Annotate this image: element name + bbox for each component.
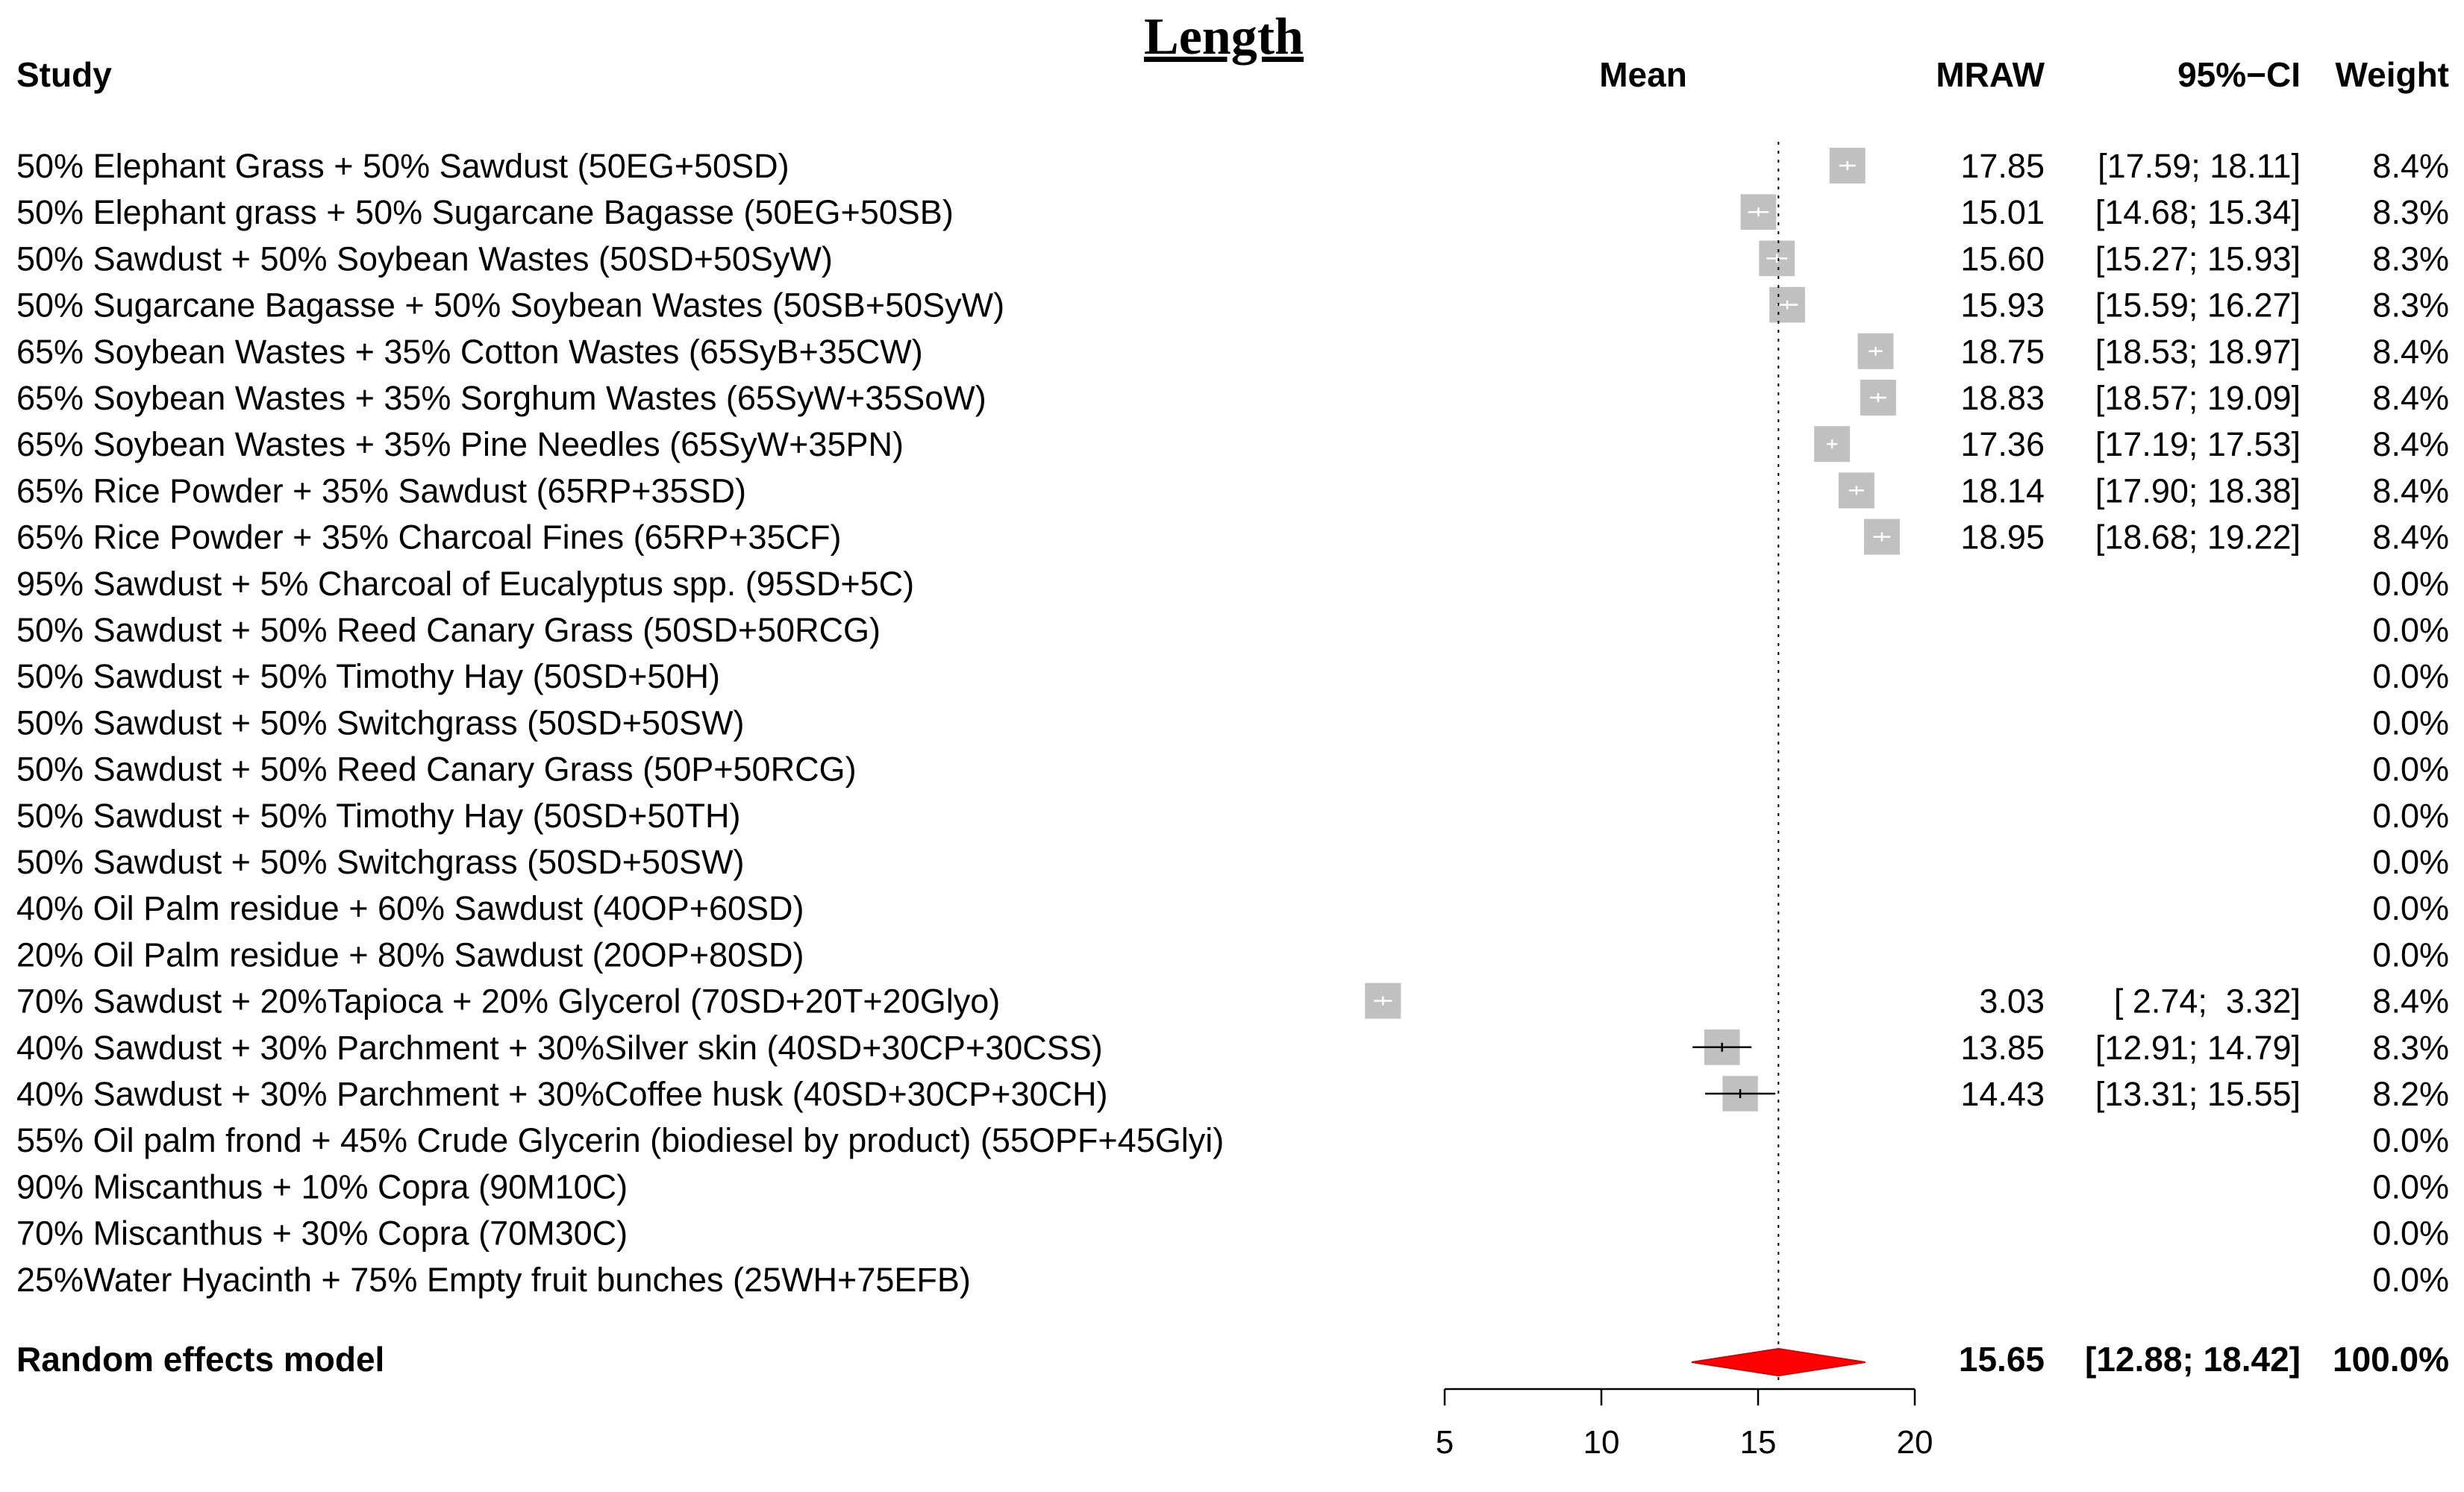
study-ci: [17.90; 18.38] (2095, 471, 2301, 510)
study-label: 50% Sawdust + 50% Reed Canary Grass (50S… (16, 611, 881, 649)
study-weight: 8.2% (2372, 1075, 2449, 1113)
study-mraw: 3.03 (1979, 982, 2045, 1021)
pooled-mraw: 15.65 (1959, 1340, 2045, 1379)
chart-title: Length (1144, 8, 1304, 66)
study-label: 50% Sawdust + 50% Switchgrass (50SD+50SW… (16, 843, 744, 881)
study-label: 90% Miscanthus + 10% Copra (90M10C) (16, 1167, 628, 1206)
pooled-weight: 100.0% (2333, 1340, 2449, 1379)
study-mraw: 18.14 (1960, 471, 2045, 510)
x-axis: 5 10 15 20 (1436, 1388, 1933, 1461)
study-label: 50% Sawdust + 50% Timothy Hay (50SD+50H) (16, 657, 720, 695)
pooled-ci: [12.88; 18.42] (2085, 1340, 2301, 1379)
study-weight: 0.0% (2372, 565, 2449, 603)
study-ci: [18.68; 19.22] (2095, 518, 2301, 557)
study-weight: 0.0% (2372, 1121, 2449, 1159)
study-weight: 0.0% (2372, 657, 2449, 695)
study-marks (1365, 148, 1900, 1112)
study-label: 50% Elephant grass + 50% Sugarcane Bagas… (16, 193, 954, 231)
study-weight: 8.4% (2372, 379, 2449, 417)
study-label: 25%Water Hyacinth + 75% Empty fruit bunc… (16, 1261, 971, 1299)
study-ci: [17.19; 17.53] (2095, 425, 2301, 463)
header-mean: Mean (1599, 55, 1687, 94)
study-label: 50% Sawdust + 50% Soybean Wastes (50SD+5… (16, 239, 833, 278)
study-mraw: 18.95 (1960, 518, 2045, 557)
study-label: 95% Sawdust + 5% Charcoal of Eucalyptus … (16, 565, 914, 603)
header-ci: 95%−CI (2177, 55, 2301, 94)
study-label: 65% Soybean Wastes + 35% Cotton Wastes (… (16, 333, 923, 371)
study-ci: [18.57; 19.09] (2095, 379, 2301, 417)
study-weight: 0.0% (2372, 1214, 2449, 1253)
study-weight: 0.0% (2372, 1167, 2449, 1206)
study-mraw: 17.85 (1960, 147, 2045, 185)
x-tick-label: 10 (1583, 1424, 1620, 1461)
study-mraw: 15.60 (1960, 239, 2045, 278)
study-weight: 0.0% (2372, 703, 2449, 742)
study-label: 65% Soybean Wastes + 35% Sorghum Wastes … (16, 379, 986, 417)
study-label: 20% Oil Palm residue + 80% Sawdust (20OP… (16, 935, 804, 974)
study-ci: [13.31; 15.55] (2095, 1075, 2301, 1113)
study-label: 40% Sawdust + 30% Parchment + 30%Silver … (16, 1029, 1103, 1067)
study-ci: [ 2.74; 3.32] (2114, 982, 2301, 1021)
study-label: 50% Elephant Grass + 50% Sawdust (50EG+5… (16, 147, 789, 185)
study-weight: 0.0% (2372, 843, 2449, 881)
study-weight: 8.3% (2372, 1029, 2449, 1067)
header-study: Study (16, 55, 112, 94)
study-ci: [12.91; 14.79] (2095, 1029, 2301, 1067)
study-label: 70% Miscanthus + 30% Copra (70M30C) (16, 1214, 628, 1253)
study-weight: 0.0% (2372, 750, 2449, 789)
study-mraw: 18.75 (1960, 333, 2045, 371)
x-tick-label: 5 (1436, 1424, 1454, 1461)
study-weight: 0.0% (2372, 611, 2449, 649)
study-rows: 50% Elephant Grass + 50% Sawdust (50EG+5… (16, 147, 2449, 1299)
study-weight: 0.0% (2372, 1261, 2449, 1299)
study-label: 40% Oil Palm residue + 60% Sawdust (40OP… (16, 889, 804, 927)
study-label: 50% Sawdust + 50% Switchgrass (50SD+50SW… (16, 703, 744, 742)
study-label: 55% Oil palm frond + 45% Crude Glycerin … (16, 1121, 1224, 1159)
study-weight: 0.0% (2372, 935, 2449, 974)
study-weight: 8.3% (2372, 239, 2449, 278)
study-weight: 0.0% (2372, 797, 2449, 835)
study-label: 50% Sugarcane Bagasse + 50% Soybean Wast… (16, 286, 1004, 325)
header-weight: Weight (2336, 55, 2449, 94)
study-weight: 8.4% (2372, 471, 2449, 510)
pooled-label: Random effects model (16, 1340, 384, 1379)
x-tick-label: 15 (1740, 1424, 1777, 1461)
header-mraw: MRAW (1936, 55, 2045, 94)
study-label: 50% Sawdust + 50% Reed Canary Grass (50P… (16, 750, 857, 789)
study-weight: 8.3% (2372, 193, 2449, 231)
study-mraw: 17.36 (1960, 425, 2045, 463)
study-label: 70% Sawdust + 20%Tapioca + 20% Glycerol … (16, 982, 1000, 1021)
x-tick-label: 20 (1897, 1424, 1933, 1461)
study-ci: [15.27; 15.93] (2095, 239, 2301, 278)
study-label: 65% Rice Powder + 35% Sawdust (65RP+35SD… (16, 471, 746, 510)
pooled-diamond (1691, 1347, 1866, 1377)
study-mraw: 15.93 (1960, 286, 2045, 325)
study-label: 65% Soybean Wastes + 35% Pine Needles (6… (16, 425, 904, 463)
study-label: 40% Sawdust + 30% Parchment + 30%Coffee … (16, 1075, 1108, 1113)
study-mraw: 15.01 (1960, 193, 2045, 231)
study-weight: 8.3% (2372, 286, 2449, 325)
study-mraw: 13.85 (1960, 1029, 2045, 1067)
study-weight: 8.4% (2372, 333, 2449, 371)
study-mraw: 18.83 (1960, 379, 2045, 417)
study-ci: [18.53; 18.97] (2095, 333, 2301, 371)
study-ci: [14.68; 15.34] (2095, 193, 2301, 231)
study-ci: [15.59; 16.27] (2095, 286, 2301, 325)
study-weight: 8.4% (2372, 518, 2449, 557)
study-label: 65% Rice Powder + 35% Charcoal Fines (65… (16, 518, 842, 557)
study-weight: 8.4% (2372, 982, 2449, 1021)
study-weight: 8.4% (2372, 147, 2449, 185)
study-weight: 0.0% (2372, 889, 2449, 927)
study-label: 50% Sawdust + 50% Timothy Hay (50SD+50TH… (16, 797, 740, 835)
study-mraw: 14.43 (1960, 1075, 2045, 1113)
study-weight: 8.4% (2372, 425, 2449, 463)
study-ci: [17.59; 18.11] (2098, 147, 2301, 185)
